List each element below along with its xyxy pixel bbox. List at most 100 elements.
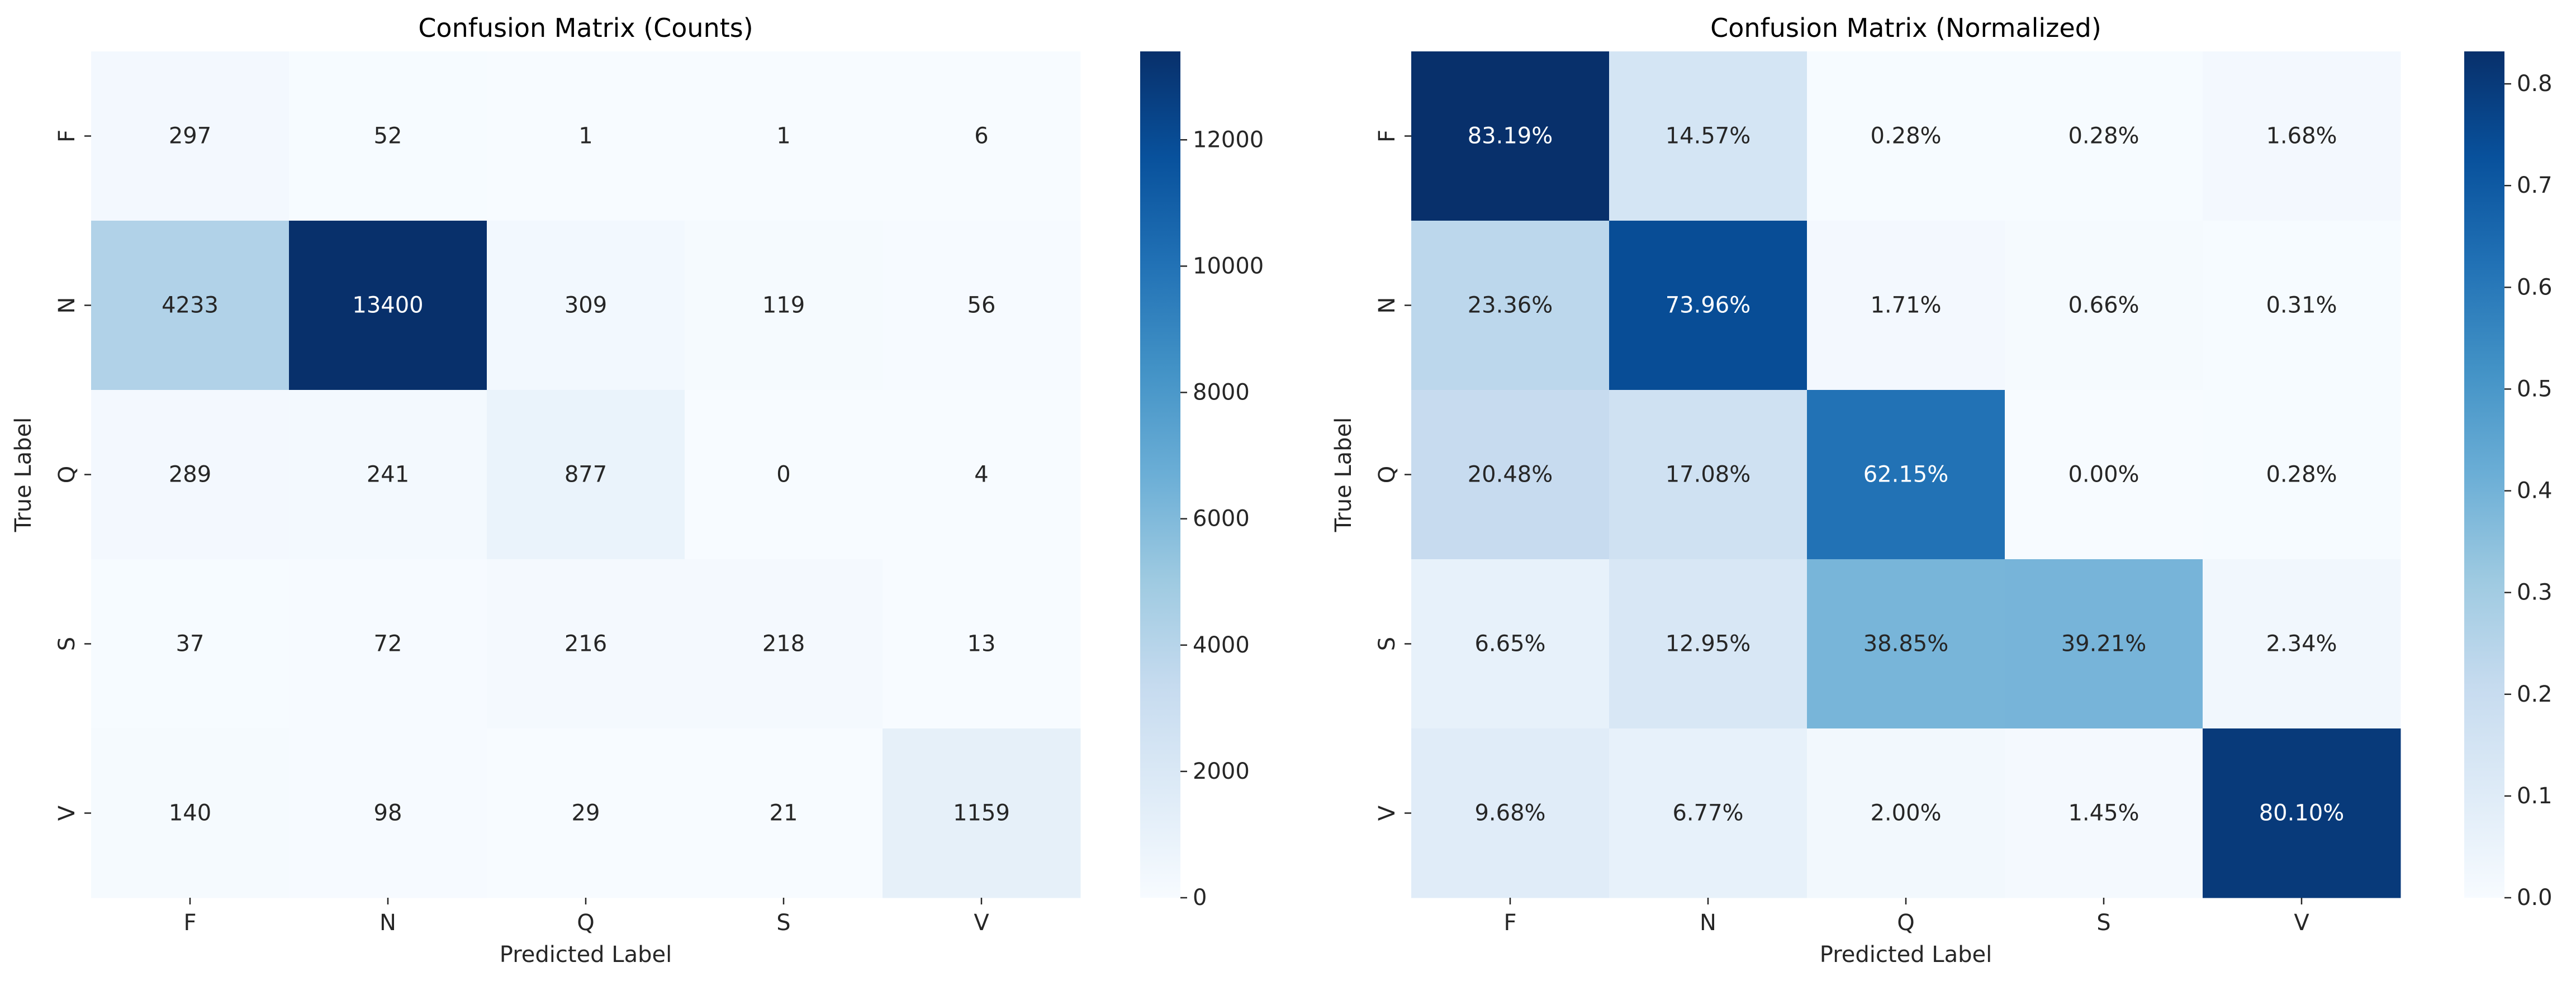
colorbar-tick-label: 0.2 [2517,682,2553,707]
cell-value-label: 1.68% [2266,123,2337,149]
heatmap-cell [2203,728,2401,898]
cell-value-label: 38.85% [1863,631,1949,657]
cell-value-label: 0.28% [1870,123,1941,149]
cell-value-label: 0.31% [2266,293,2337,318]
y-tick-label: F [1374,130,1400,142]
cell-value-label: 39.21% [2061,631,2147,657]
colorbar-tick-label: 12000 [1193,127,1264,153]
cell-value-label: 1 [578,123,592,149]
cell-value-label: 13 [967,631,996,657]
cell-value-label: 309 [564,293,607,318]
x-tick-label: Q [577,910,594,936]
cell-value-label: 37 [176,631,205,657]
colorbar-tick-label: 0.0 [2517,885,2553,911]
colorbar-gradient [1140,51,1180,898]
heatmap-cell [2005,728,2203,898]
cell-value-label: 1159 [953,801,1010,826]
cell-value-label: 218 [762,631,805,657]
x-axis-label: Predicted Label [500,942,672,968]
cell-value-label: 73.96% [1666,293,1751,318]
heatmap-cell [91,221,290,390]
heatmap-cell [685,728,883,898]
cell-value-label: 2.00% [1870,801,1941,826]
cell-value-label: 12.95% [1666,631,1751,657]
heatmap-cell [1609,728,1808,898]
cell-value-label: 20.48% [1468,462,1553,488]
heatmap-cell [2005,51,2203,221]
cell-value-label: 4233 [162,293,219,318]
heatmap-cell [91,559,290,729]
colorbar: 0.0 0.1 0.2 0.3 0.4 0.5 0.6 0.7 0.8 [2464,51,2553,911]
x-tick-label: Q [1897,910,1914,936]
cell-value-label: 140 [169,801,211,826]
x-tick-label: V [974,910,989,936]
colorbar-tick-label: 0 [1193,885,1207,911]
y-tick-label: Q [1374,466,1400,483]
cell-value-label: 0.66% [2068,293,2139,318]
x-tick-label: S [2096,910,2110,936]
heatmap-cell [289,728,487,898]
cell-value-label: 62.15% [1863,462,1949,488]
heatmap-cell [1411,559,1610,729]
colorbar-tick-label: 0.6 [2517,274,2553,300]
cell-value-label: 23.36% [1468,293,1553,318]
chart-title: Confusion Matrix (Normalized) [1710,13,2101,43]
heatmap-cell [883,559,1081,729]
colorbar-tick-label: 0.4 [2517,478,2553,504]
heatmap-cell [2203,221,2401,390]
heatmap-panel-2: Confusion Matrix (Normalized) 83.19% 14.57… [1331,13,2553,968]
heatmap-cell [289,390,487,560]
heatmap-cell [289,559,487,729]
x-axis-label: Predicted Label [1820,942,1992,968]
cell-value-label: 0 [776,462,790,488]
x-tick-label: V [2294,910,2309,936]
cell-value-label: 80.10% [2259,801,2345,826]
heatmap-cell [1411,728,1610,898]
cell-value-label: 17.08% [1666,462,1751,488]
heatmap-cell [883,390,1081,560]
cell-value-label: 1.45% [2068,801,2139,826]
colorbar-tick-label: 0.8 [2517,71,2553,97]
x-tick-label: N [379,910,396,936]
cell-value-label: 0.28% [2266,462,2337,488]
colorbar-tick-label: 0.5 [2517,376,2553,402]
y-tick-label: F [54,130,80,142]
cell-value-label: 216 [564,631,607,657]
cell-value-label: 14.57% [1666,123,1751,149]
colorbar-gradient [2464,51,2504,898]
heatmap-cell [1807,559,2005,729]
cell-value-label: 289 [169,462,211,488]
cell-value-label: 119 [762,293,805,318]
cell-value-label: 52 [374,123,402,149]
cell-value-label: 241 [367,462,409,488]
x-tick-label: F [183,910,196,936]
y-tick-label: N [54,297,80,314]
heatmap-cell [289,221,487,390]
cell-value-label: 72 [374,631,402,657]
y-tick-label: N [1374,297,1400,314]
heatmap-cell [1411,390,1610,560]
cell-value-label: 21 [770,801,798,826]
heatmap-cell [487,51,685,221]
cell-value-label: 56 [967,293,996,318]
heatmap-cell [2005,559,2203,729]
heatmap-cell [1609,221,1808,390]
heatmap-cell [91,728,290,898]
y-tick-label: Q [54,466,80,483]
colorbar: 0 2000 4000 6000 8000 10000 12000 [1140,51,1264,911]
heatmap-cell [487,728,685,898]
heatmap-cell [1609,559,1808,729]
cell-value-label: 297 [169,123,211,149]
cell-value-label: 2.34% [2266,631,2337,657]
heatmap-cell [883,728,1081,898]
heatmap-cell [2005,221,2203,390]
cell-value-label: 1 [776,123,790,149]
cell-value-label: 6.65% [1474,631,1545,657]
heatmap-cell [2203,51,2401,221]
heatmap-cell [883,221,1081,390]
heatmap-cell [289,51,487,221]
y-tick-label: V [1374,805,1400,821]
heatmap-cell [1807,390,2005,560]
